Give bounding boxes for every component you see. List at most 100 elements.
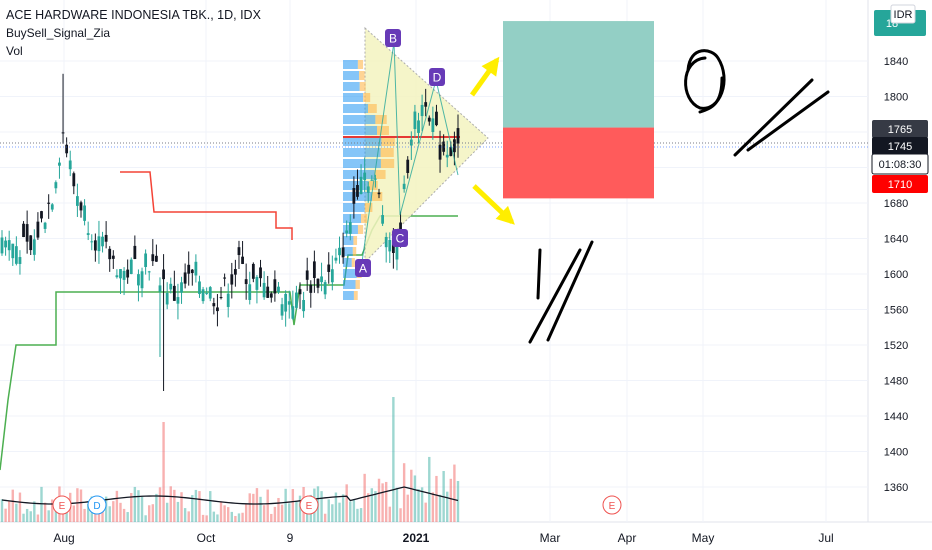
candle-body	[226, 293, 230, 307]
pattern-point-a-label: A	[359, 262, 367, 276]
volume-profile-bar	[343, 247, 353, 256]
volume-profile-bar	[353, 291, 358, 300]
volume-bar	[237, 513, 241, 522]
volume-bar	[47, 510, 50, 522]
candle-body	[345, 230, 349, 234]
candle-body	[312, 261, 316, 278]
volume-bar	[209, 491, 212, 522]
event-marker-label: D	[93, 501, 100, 512]
event-marker	[602, 495, 622, 515]
volume-bar	[119, 502, 122, 522]
indicator-name[interactable]: BuySell_Signal_Zia	[6, 26, 111, 40]
candle-body	[144, 253, 148, 268]
volume-bar	[227, 507, 230, 522]
volume-bar	[284, 488, 287, 522]
volume-label[interactable]: Vol	[6, 44, 23, 58]
candle-body	[32, 239, 36, 255]
stop-price-tag-label: 1710	[888, 179, 912, 191]
candle-body	[374, 178, 377, 180]
candle-body	[277, 286, 280, 292]
candle-body	[40, 211, 43, 219]
candle-body	[50, 204, 54, 210]
candle-body	[427, 117, 431, 122]
y-axis-tick-label: 1520	[884, 340, 908, 352]
x-axis-tick-label: Oct	[197, 531, 216, 545]
volume-bar	[169, 486, 172, 522]
volume-bar	[122, 508, 126, 522]
volume-bar	[413, 475, 417, 522]
candle-body	[230, 274, 234, 285]
candle-body	[237, 247, 241, 256]
candle-body	[190, 269, 194, 274]
candle-body	[262, 282, 266, 298]
volume-bar	[72, 505, 76, 522]
candle-body	[176, 297, 180, 304]
volume-bar	[223, 505, 226, 522]
candle-body	[248, 284, 252, 300]
candle-body	[183, 272, 187, 284]
candle-body	[323, 282, 327, 295]
volume-profile-bar	[372, 192, 383, 201]
volume-bar	[241, 512, 244, 522]
candle-body	[417, 120, 420, 133]
candle-body	[93, 240, 97, 251]
candle-body	[154, 255, 158, 262]
volume-bar	[180, 492, 183, 522]
volume-bar	[176, 501, 180, 522]
volume-bar	[79, 489, 83, 522]
symbol-title[interactable]: ACE HARDWARE INDONESIA TBK., 1D, IDX	[6, 8, 261, 22]
countdown-tag-label: 01:08:30	[879, 159, 922, 171]
volume-bar	[83, 508, 86, 522]
volume-bar	[410, 469, 413, 522]
candle-body	[316, 278, 320, 288]
hand-drawn-slash	[746, 90, 830, 152]
stop-zone	[503, 127, 654, 199]
volume-bar	[173, 489, 176, 522]
volume-bar	[262, 505, 266, 522]
volume-bar	[36, 514, 40, 522]
volume-bar	[395, 487, 399, 522]
volume-bar	[392, 397, 395, 522]
candle-body	[330, 269, 334, 283]
volume-profile-bar	[343, 137, 382, 146]
candle-body	[241, 256, 244, 264]
volume-bar	[29, 511, 32, 522]
volume-bar	[108, 506, 111, 522]
volume-bar	[270, 513, 273, 522]
volume-bar	[424, 502, 427, 522]
candle-body	[413, 111, 417, 130]
volume-bar	[446, 491, 449, 522]
candle-body	[219, 297, 223, 299]
candle-body	[302, 300, 306, 312]
volume-profile-bar	[381, 137, 395, 146]
pattern-point-d-label: D	[433, 71, 442, 85]
candle-body	[126, 269, 130, 278]
volume-profile-bar	[343, 115, 376, 124]
volume-bar	[11, 489, 14, 522]
candle-body	[208, 287, 212, 299]
volume-bar	[295, 501, 298, 522]
volume-profile-bar	[360, 214, 368, 223]
candle-body	[338, 247, 341, 256]
candle-body	[0, 237, 4, 254]
candle-body	[370, 179, 374, 181]
volume-profile-bar	[343, 126, 378, 135]
volume-profile-bar	[343, 291, 354, 300]
volume-bar	[4, 508, 7, 522]
candle-body	[11, 243, 15, 259]
volume-bar	[252, 493, 255, 522]
volume-bar	[0, 499, 4, 522]
volume-profile-bar	[359, 71, 365, 80]
volume-bar	[428, 456, 431, 522]
candle-body	[456, 128, 460, 144]
candle-body	[449, 147, 453, 157]
candle-body	[381, 215, 384, 224]
candle-body	[363, 172, 367, 181]
candle-body	[54, 182, 58, 189]
volume-bar	[323, 513, 327, 522]
candle-body	[388, 239, 392, 252]
volume-bar	[417, 488, 420, 522]
volume-bar	[140, 496, 144, 522]
candle-body	[147, 271, 151, 273]
